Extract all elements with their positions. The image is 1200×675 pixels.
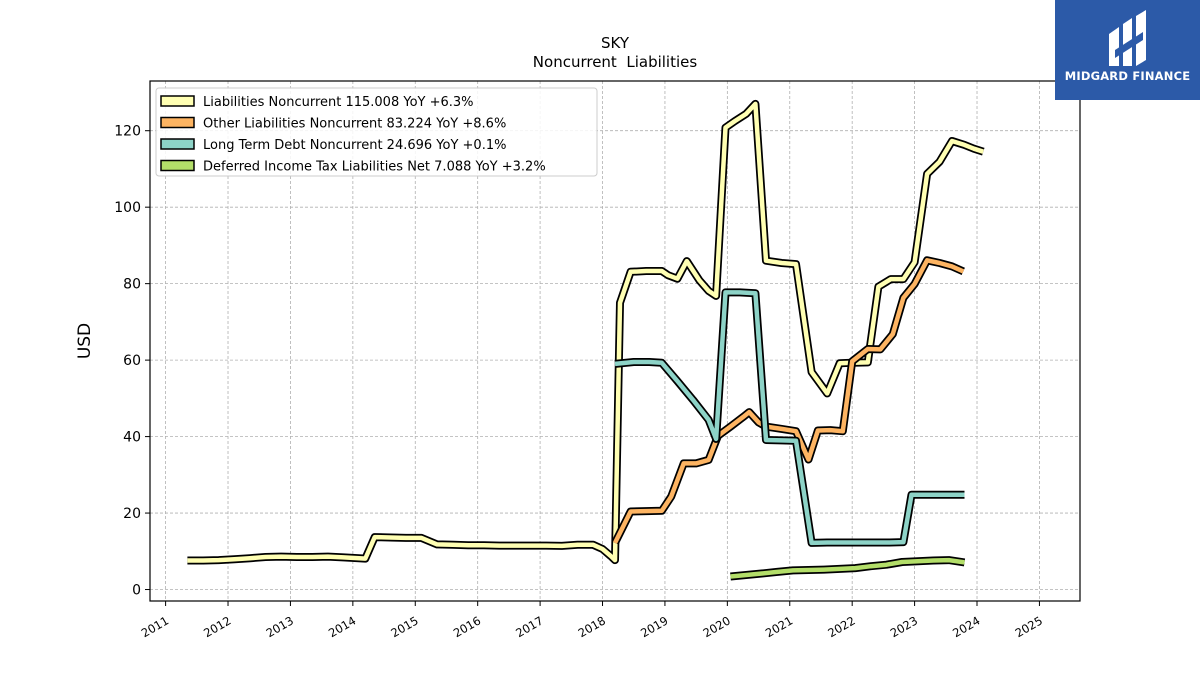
legend-box: [155, 87, 598, 177]
legend-label: Long Term Debt Noncurrent 24.696 YoY +0.…: [203, 138, 506, 153]
x-tick-label: 2018: [576, 613, 608, 640]
series-3: [730, 556, 966, 581]
chart-title: SKY: [601, 34, 630, 52]
series-line: [612, 258, 965, 544]
x-tick-label: 2017: [513, 613, 545, 640]
y-tick-label: 60: [123, 353, 141, 369]
series-layer: [187, 99, 985, 581]
y-tick-label: 40: [123, 430, 141, 446]
y-tick-label: 120: [114, 124, 141, 140]
plot-frame: [149, 80, 1081, 602]
y-tick-label: 0: [132, 583, 141, 599]
x-tick-label: 2015: [388, 613, 420, 640]
x-tick-label: 2023: [888, 613, 920, 640]
legend-swatch: [160, 138, 195, 150]
chart-subtitle: Noncurrent Liabilities: [533, 53, 698, 71]
y-tick-label: 100: [114, 200, 141, 216]
legend-swatch: [160, 116, 195, 129]
x-tick-label: 2019: [638, 613, 670, 640]
legend-swatch: [160, 159, 195, 172]
legend: Liabilities Noncurrent 115.008 YoY +6.3%…: [155, 87, 598, 177]
legend-label: Deferred Income Tax Liabilities Net 7.08…: [203, 160, 546, 175]
x-tick-label: 2022: [825, 613, 857, 640]
series-line: [614, 290, 965, 546]
x-tick-label: 2021: [763, 613, 795, 640]
series-line: [187, 101, 984, 563]
y-tick-label: 20: [123, 506, 141, 522]
y-axis-label: USD: [75, 323, 95, 359]
x-tick-label: 2025: [1013, 613, 1045, 640]
y-tick-label: 80: [123, 277, 141, 293]
legend-label: Other Liabilities Noncurrent 83.224 YoY …: [203, 117, 506, 132]
series-1: [611, 256, 965, 545]
x-tick-label: 2012: [201, 613, 233, 640]
legend-label: Liabilities Noncurrent 115.008 YoY +6.3%: [203, 95, 474, 110]
series-0: [187, 99, 985, 565]
logo-text: MIDGARD FINANCE: [1064, 69, 1191, 83]
x-tick-label: 2011: [139, 613, 171, 640]
x-tick-label: 2024: [950, 613, 982, 640]
logo-mark-icon: [1109, 10, 1146, 66]
series-line: [730, 557, 965, 579]
midgard-finance-logo: MIDGARD FINANCE: [1055, 0, 1200, 100]
x-tick-label: 2013: [264, 613, 296, 640]
legend-swatch: [160, 95, 195, 107]
series-2: [614, 288, 965, 547]
x-tick-label: 2016: [451, 613, 483, 640]
x-tick-label: 2014: [326, 613, 358, 640]
x-tick-label: 2020: [700, 613, 732, 640]
